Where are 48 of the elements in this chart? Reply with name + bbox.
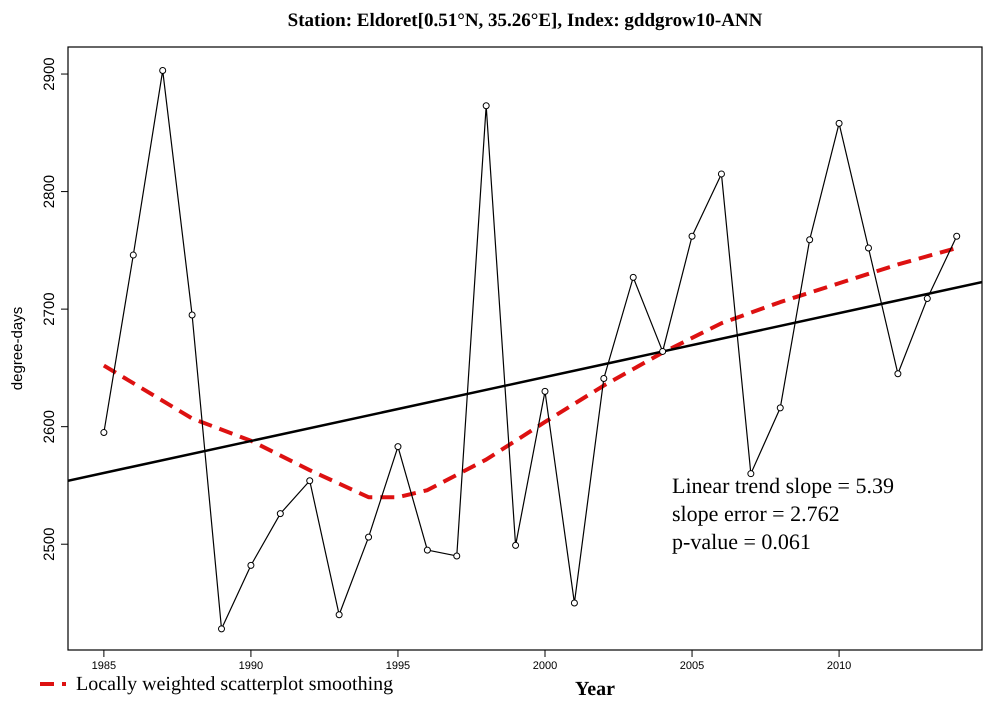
point: [659, 348, 666, 355]
point: [453, 552, 460, 560]
annotation: Linear trend slope = 5.39: [672, 473, 894, 498]
x-tick-label: 1990: [238, 660, 264, 672]
point: [247, 562, 254, 569]
point: [718, 170, 725, 178]
y-tick-label: 2900: [41, 57, 58, 91]
point: [394, 443, 402, 450]
y-tick-label: 2700: [41, 292, 58, 326]
point: [864, 244, 872, 252]
y-tick-label: 2500: [41, 528, 58, 561]
point: [600, 374, 608, 382]
point: [836, 120, 843, 127]
point: [130, 252, 137, 259]
point: [365, 534, 372, 541]
point: [688, 232, 696, 240]
y-tick-label: 2800: [41, 174, 58, 208]
point: [924, 295, 931, 302]
point: [100, 429, 108, 436]
y-axis-title: degree-days: [9, 306, 26, 390]
x-tick-label: 2010: [826, 660, 852, 672]
point: [894, 370, 902, 378]
point: [953, 232, 960, 240]
point: [776, 404, 784, 412]
point: [806, 236, 814, 244]
x-tick-label: 2005: [680, 660, 704, 672]
legend-label: Locally weighted scatterplot smoothing: [76, 673, 394, 695]
point: [570, 599, 578, 606]
chart-title: Station: Eldoret[0.51°N, 35.26°E], Index: gddgrow10-ANN: [288, 10, 763, 31]
point: [218, 625, 226, 632]
x-tick-label: 2000: [532, 660, 558, 672]
point: [541, 388, 548, 395]
point: [747, 470, 754, 478]
point: [630, 274, 637, 281]
point: [424, 546, 431, 554]
point: [482, 102, 490, 110]
y-tick-label: 2600: [41, 410, 58, 444]
x-axis-title: Year: [575, 678, 616, 700]
x-tick-label: 1995: [386, 660, 410, 672]
point: [306, 477, 314, 484]
point: [159, 67, 166, 74]
point: [336, 611, 343, 618]
point: [188, 312, 196, 318]
annotation: p-value = 0.061: [672, 529, 811, 554]
point: [512, 542, 520, 549]
x-tick-label: 1985: [92, 660, 116, 672]
annotation: slope error = 2.762: [672, 501, 840, 526]
point: [276, 510, 284, 518]
